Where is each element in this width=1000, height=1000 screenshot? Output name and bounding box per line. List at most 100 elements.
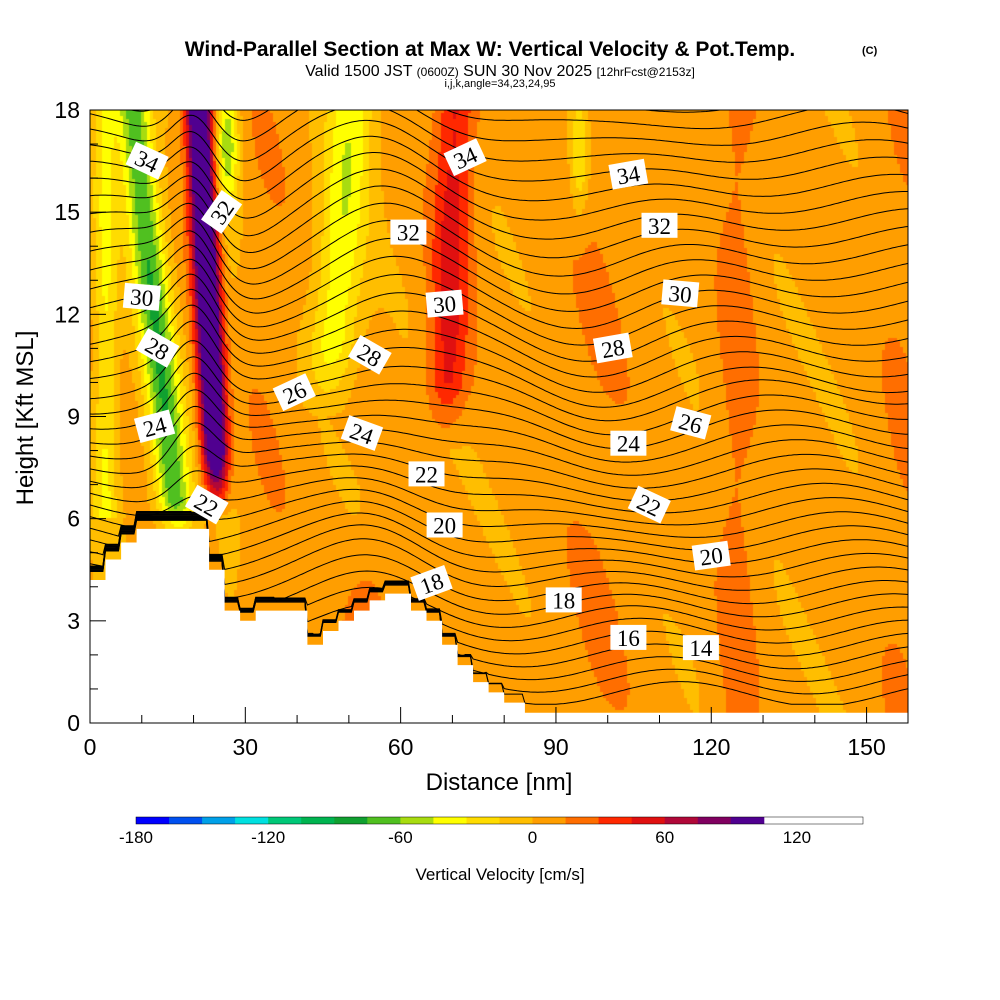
isentrope-line xyxy=(90,422,908,489)
colorbar-swatch xyxy=(400,817,434,824)
contour-label: 24 xyxy=(133,409,176,443)
contour-label: 32 xyxy=(641,212,678,239)
contour-label-text: 14 xyxy=(689,636,713,661)
isentrope-line xyxy=(90,500,908,551)
isentrope-line xyxy=(90,244,908,330)
contour-label: 34 xyxy=(608,158,649,190)
contour-label-bg xyxy=(610,430,647,456)
isentrope-line xyxy=(90,405,908,476)
contour-label-bg xyxy=(184,484,229,525)
isentrope-line xyxy=(90,477,908,526)
isentrope-line xyxy=(90,340,908,422)
colorbar: -180 -120 -60 0 60 120 xyxy=(119,816,864,847)
contour-label-text: 20 xyxy=(698,543,724,571)
contour-label-text: 22 xyxy=(415,462,438,487)
contour-label: 14 xyxy=(682,635,719,661)
x-axis-label: Distance [nm] xyxy=(426,769,573,796)
contour-label-bg xyxy=(610,624,647,650)
contour-label: 20 xyxy=(426,512,463,539)
isentrope-line xyxy=(90,372,908,450)
contour-label: 24 xyxy=(610,430,647,457)
contour-label: 16 xyxy=(610,624,647,651)
potential-temperature-contours xyxy=(90,110,908,705)
contour-label-bg xyxy=(691,540,731,571)
isentrope-line xyxy=(90,273,908,362)
forecast-info: [12hrFcst@2153z] xyxy=(597,65,695,79)
y-tick-label: 0 xyxy=(67,710,80,736)
colorbar-swatch xyxy=(235,817,269,824)
contour-label-bg xyxy=(608,158,649,190)
colorbar-swatch xyxy=(631,817,666,824)
contour-label-text: 32 xyxy=(648,214,671,239)
isentrope-line xyxy=(90,445,908,502)
colorbar-swatch xyxy=(136,817,170,824)
colorbar-swatch xyxy=(202,817,236,824)
colorbar-swatch xyxy=(565,817,600,824)
contour-label-bg xyxy=(348,334,392,375)
contour-label: 28 xyxy=(592,332,633,364)
y-axis-label: Height [Kft MSL] xyxy=(12,331,39,506)
colorbar-tick-label: 120 xyxy=(783,828,811,847)
contour-label-bg xyxy=(545,587,582,613)
isentrope-line xyxy=(90,518,908,682)
colorbar-swatch xyxy=(466,817,500,824)
colorbar-swatch xyxy=(532,817,566,824)
colorbar-tick-label: -120 xyxy=(251,828,285,847)
contour-label-bg xyxy=(641,212,678,238)
isentrope-line xyxy=(90,517,908,670)
isentrope-line xyxy=(90,519,908,705)
isentrope-line xyxy=(90,230,908,312)
contour-label-bg xyxy=(661,279,700,308)
colorbar-swatch xyxy=(367,817,401,824)
colorbar-swatch xyxy=(664,817,699,824)
x-tick-label: 120 xyxy=(692,734,730,760)
colorbar-label: Vertical Velocity [cm/s] xyxy=(415,865,584,884)
y-tick-label: 9 xyxy=(67,404,80,430)
contour-label-bg xyxy=(627,485,671,524)
isentrope-line xyxy=(90,515,908,631)
contour-label-bg xyxy=(426,512,463,538)
contour-label-bg xyxy=(135,328,180,368)
contour-label: 18 xyxy=(545,587,582,613)
isentrope-line xyxy=(90,258,908,346)
isentrope-line xyxy=(90,515,908,618)
contour-label-bg xyxy=(670,406,712,440)
y-tick-label: 12 xyxy=(54,301,80,327)
contour-label-text: 20 xyxy=(433,514,456,539)
contour-label: 22 xyxy=(408,461,445,487)
contour-label-bg xyxy=(425,289,464,318)
isentrope-line xyxy=(90,110,908,163)
contour-label-bg xyxy=(390,219,427,245)
x-tick-label: 30 xyxy=(233,734,259,760)
contour-label-bg xyxy=(592,332,633,364)
isentrope-line xyxy=(90,320,908,408)
grid-indices: i,j,k,angle=34,23,24,95 xyxy=(444,78,555,90)
isentrope-line xyxy=(90,304,908,393)
contour-label-text: 18 xyxy=(552,588,575,613)
copyright-mark: (C) xyxy=(862,45,878,57)
colorbar-swatch xyxy=(697,817,732,824)
isentrope-line xyxy=(90,514,908,605)
x-tick-label: 0 xyxy=(84,734,97,760)
chart-subtitle: Valid 1500 JST (0600Z) SUN 30 Nov 2025 [… xyxy=(305,63,695,80)
chart-title: Wind-Parallel Section at Max W: Vertical… xyxy=(185,38,796,61)
colorbar-tick-label: -60 xyxy=(388,828,413,847)
y-tick-label: 6 xyxy=(67,506,80,532)
x-tick-label: 150 xyxy=(847,734,885,760)
isentrope-line xyxy=(90,519,908,695)
contour-label-bg xyxy=(408,461,445,487)
isentrope-line xyxy=(90,119,908,182)
isentrope-line xyxy=(90,512,908,565)
contour-label: 30 xyxy=(425,289,464,318)
colorbar-tick-label: 0 xyxy=(528,828,537,847)
contour-label-bg xyxy=(682,635,719,661)
colorbar-tick-label: -180 xyxy=(119,828,153,847)
isentrope-line xyxy=(90,216,908,295)
x-tick-label: 90 xyxy=(543,734,569,760)
contour-label-text: 30 xyxy=(129,284,154,311)
colorbar-swatch xyxy=(169,817,203,824)
contour-label-text: 28 xyxy=(599,335,626,364)
isentrope-line xyxy=(90,135,908,202)
contour-label-bg xyxy=(133,409,176,443)
